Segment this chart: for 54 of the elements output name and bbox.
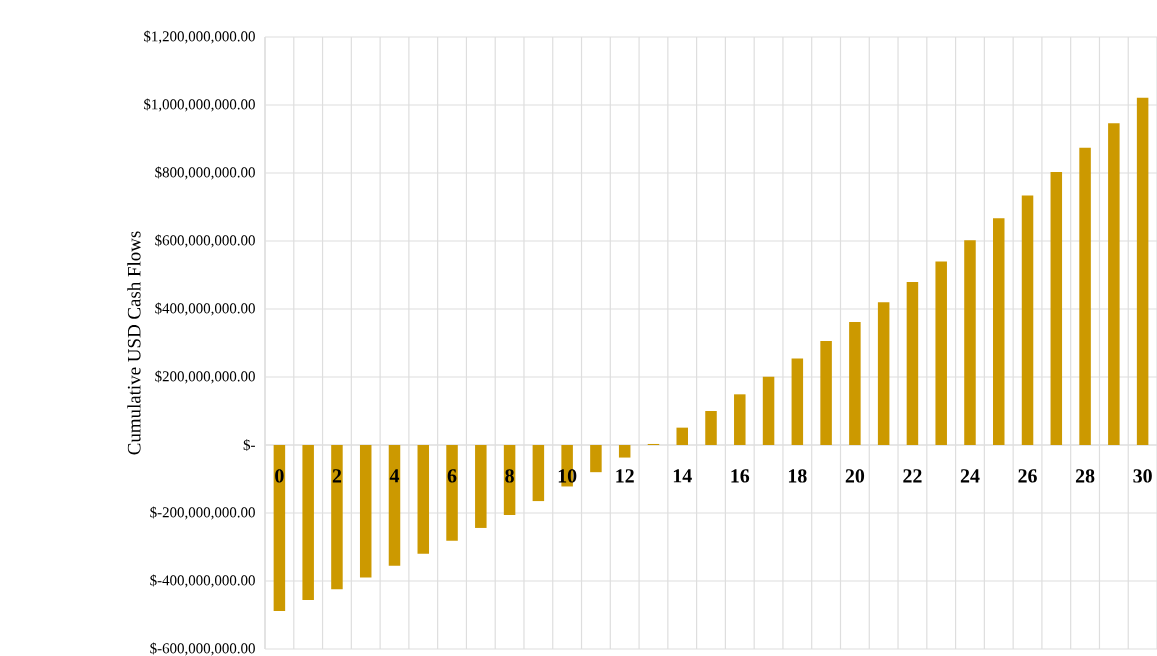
bar [1108, 123, 1120, 445]
y-tick-label: $-600,000,000.00 [150, 642, 255, 656]
bar [446, 444, 458, 541]
bar [475, 444, 487, 528]
bar [877, 302, 890, 445]
bar [762, 376, 775, 445]
y-tick-label: $-400,000,000.00 [150, 574, 255, 588]
y-tick-label: $600,000,000.00 [155, 234, 255, 248]
y-tick-label: $- [243, 439, 255, 451]
bar [935, 261, 947, 445]
x-tick-label: 28 [1075, 469, 1095, 483]
x-tick-label: 4 [389, 469, 400, 483]
bar [906, 282, 919, 445]
x-tick-label: 18 [788, 469, 807, 483]
bar [388, 444, 401, 566]
x-tick-label: 12 [616, 469, 634, 483]
bar [331, 444, 343, 590]
bar [964, 240, 976, 445]
bar [590, 444, 602, 473]
bar [1079, 147, 1091, 445]
y-tick-label: $400,000,000.00 [155, 302, 255, 316]
bar [791, 358, 804, 445]
y-axis-title: Cumulative USD Cash Flows [127, 231, 141, 455]
y-tick-label: $1,000,000,000.00 [144, 98, 255, 112]
bar [993, 218, 1005, 445]
x-tick-label: 30 [1133, 469, 1152, 483]
x-tick-label: 0 [275, 469, 284, 483]
x-tick-label: 24 [960, 469, 980, 483]
bar [302, 444, 314, 601]
bar [273, 444, 286, 611]
x-tick-label: 20 [845, 469, 865, 483]
x-tick-label: 14 [673, 469, 692, 483]
bar [705, 410, 717, 445]
bar [676, 427, 688, 445]
bar [734, 394, 746, 445]
y-tick-label: $200,000,000.00 [155, 370, 255, 384]
y-tick-label: $800,000,000.00 [155, 166, 255, 180]
x-tick-label: 16 [731, 469, 750, 483]
x-tick-label: 22 [903, 469, 922, 483]
bar [1021, 195, 1034, 445]
x-tick-label: 8 [505, 469, 514, 483]
bar [417, 444, 430, 554]
x-tick-label: 26 [1018, 469, 1037, 483]
bar [820, 340, 832, 445]
y-tick-label: $-200,000,000.00 [150, 506, 255, 520]
y-tick-label: $1,200,000,000.00 [144, 30, 255, 44]
bar [359, 444, 372, 578]
bar [1136, 97, 1149, 445]
bar [1050, 171, 1063, 445]
x-tick-label: 6 [447, 469, 457, 483]
bar [618, 444, 631, 458]
bar [849, 321, 861, 445]
bar [532, 444, 545, 502]
x-tick-label: 2 [332, 469, 342, 483]
